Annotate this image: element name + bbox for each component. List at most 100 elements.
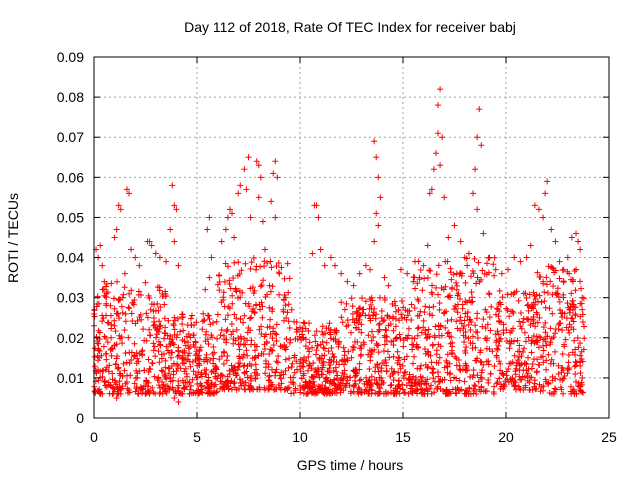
data-point	[217, 378, 224, 385]
data-point	[103, 312, 110, 319]
data-point	[468, 289, 475, 296]
data-point	[391, 368, 398, 375]
data-point	[424, 274, 431, 281]
data-point	[224, 326, 231, 333]
data-point	[496, 358, 503, 365]
data-point	[352, 380, 359, 387]
data-point	[474, 310, 481, 317]
data-point	[528, 365, 535, 372]
data-point	[332, 364, 339, 371]
data-point	[128, 356, 135, 363]
data-point	[293, 358, 300, 365]
data-point	[272, 214, 279, 221]
data-point	[453, 362, 460, 369]
data-point	[258, 330, 265, 337]
data-point	[499, 294, 506, 301]
data-point	[492, 311, 499, 318]
data-point	[241, 386, 248, 393]
data-point	[429, 282, 436, 289]
data-point	[282, 367, 289, 374]
data-point	[473, 280, 480, 287]
data-point	[228, 362, 235, 369]
data-point	[157, 341, 164, 348]
data-point	[472, 166, 479, 173]
data-point	[340, 387, 347, 394]
data-point	[121, 367, 128, 374]
data-point	[371, 346, 378, 353]
data-point	[95, 340, 102, 347]
data-point	[380, 390, 387, 397]
data-point	[351, 319, 358, 326]
data-point	[339, 357, 346, 364]
data-point	[223, 328, 230, 335]
data-point	[155, 348, 162, 355]
data-point	[171, 238, 178, 245]
data-point	[483, 337, 490, 344]
data-point	[270, 341, 277, 348]
data-point	[304, 367, 311, 374]
data-point	[495, 331, 502, 338]
data-point	[515, 353, 522, 360]
data-point	[329, 350, 336, 357]
data-point	[469, 298, 476, 305]
data-point	[243, 347, 250, 354]
data-point	[578, 348, 585, 355]
data-point	[348, 354, 355, 361]
data-point	[577, 313, 584, 320]
data-point	[480, 361, 487, 368]
data-point	[516, 385, 523, 392]
data-point	[565, 359, 572, 366]
data-point	[462, 310, 469, 317]
data-point	[113, 381, 120, 388]
data-point	[540, 214, 547, 221]
data-point	[156, 323, 163, 330]
y-tick-label: 0.06	[57, 169, 84, 185]
data-point	[396, 354, 403, 361]
data-point	[150, 340, 157, 347]
data-point	[199, 389, 206, 396]
data-point	[258, 323, 265, 330]
data-point	[234, 294, 241, 301]
y-tick-label: 0.08	[57, 89, 84, 105]
data-point	[261, 246, 268, 253]
data-point	[503, 305, 510, 312]
data-point	[568, 290, 575, 297]
data-point	[341, 306, 348, 313]
data-point	[330, 367, 337, 374]
data-point	[559, 309, 566, 316]
data-point	[126, 290, 133, 297]
data-point	[358, 321, 365, 328]
data-point	[543, 281, 550, 288]
data-point	[303, 357, 310, 364]
data-point	[465, 335, 472, 342]
data-point	[252, 354, 259, 361]
data-point	[512, 386, 519, 393]
data-point	[254, 385, 261, 392]
data-point	[320, 344, 327, 351]
data-point	[136, 262, 143, 269]
data-point	[95, 366, 102, 373]
data-point	[356, 366, 363, 373]
data-point	[213, 366, 220, 373]
data-point	[252, 361, 259, 368]
data-point	[422, 331, 429, 338]
data-point	[225, 303, 232, 310]
data-point	[358, 351, 365, 358]
data-point	[187, 382, 194, 389]
data-point	[474, 134, 481, 141]
data-point	[479, 323, 486, 330]
data-point	[117, 206, 124, 213]
data-point	[201, 317, 208, 324]
data-point	[275, 269, 282, 276]
data-point	[129, 318, 136, 325]
data-point	[226, 206, 233, 213]
data-point	[430, 375, 437, 382]
data-point	[577, 278, 584, 285]
data-point	[421, 309, 428, 316]
data-point	[353, 315, 360, 322]
data-point	[170, 321, 177, 328]
data-point	[165, 364, 172, 371]
data-point	[434, 369, 441, 376]
data-point	[187, 315, 194, 322]
data-point	[411, 353, 418, 360]
